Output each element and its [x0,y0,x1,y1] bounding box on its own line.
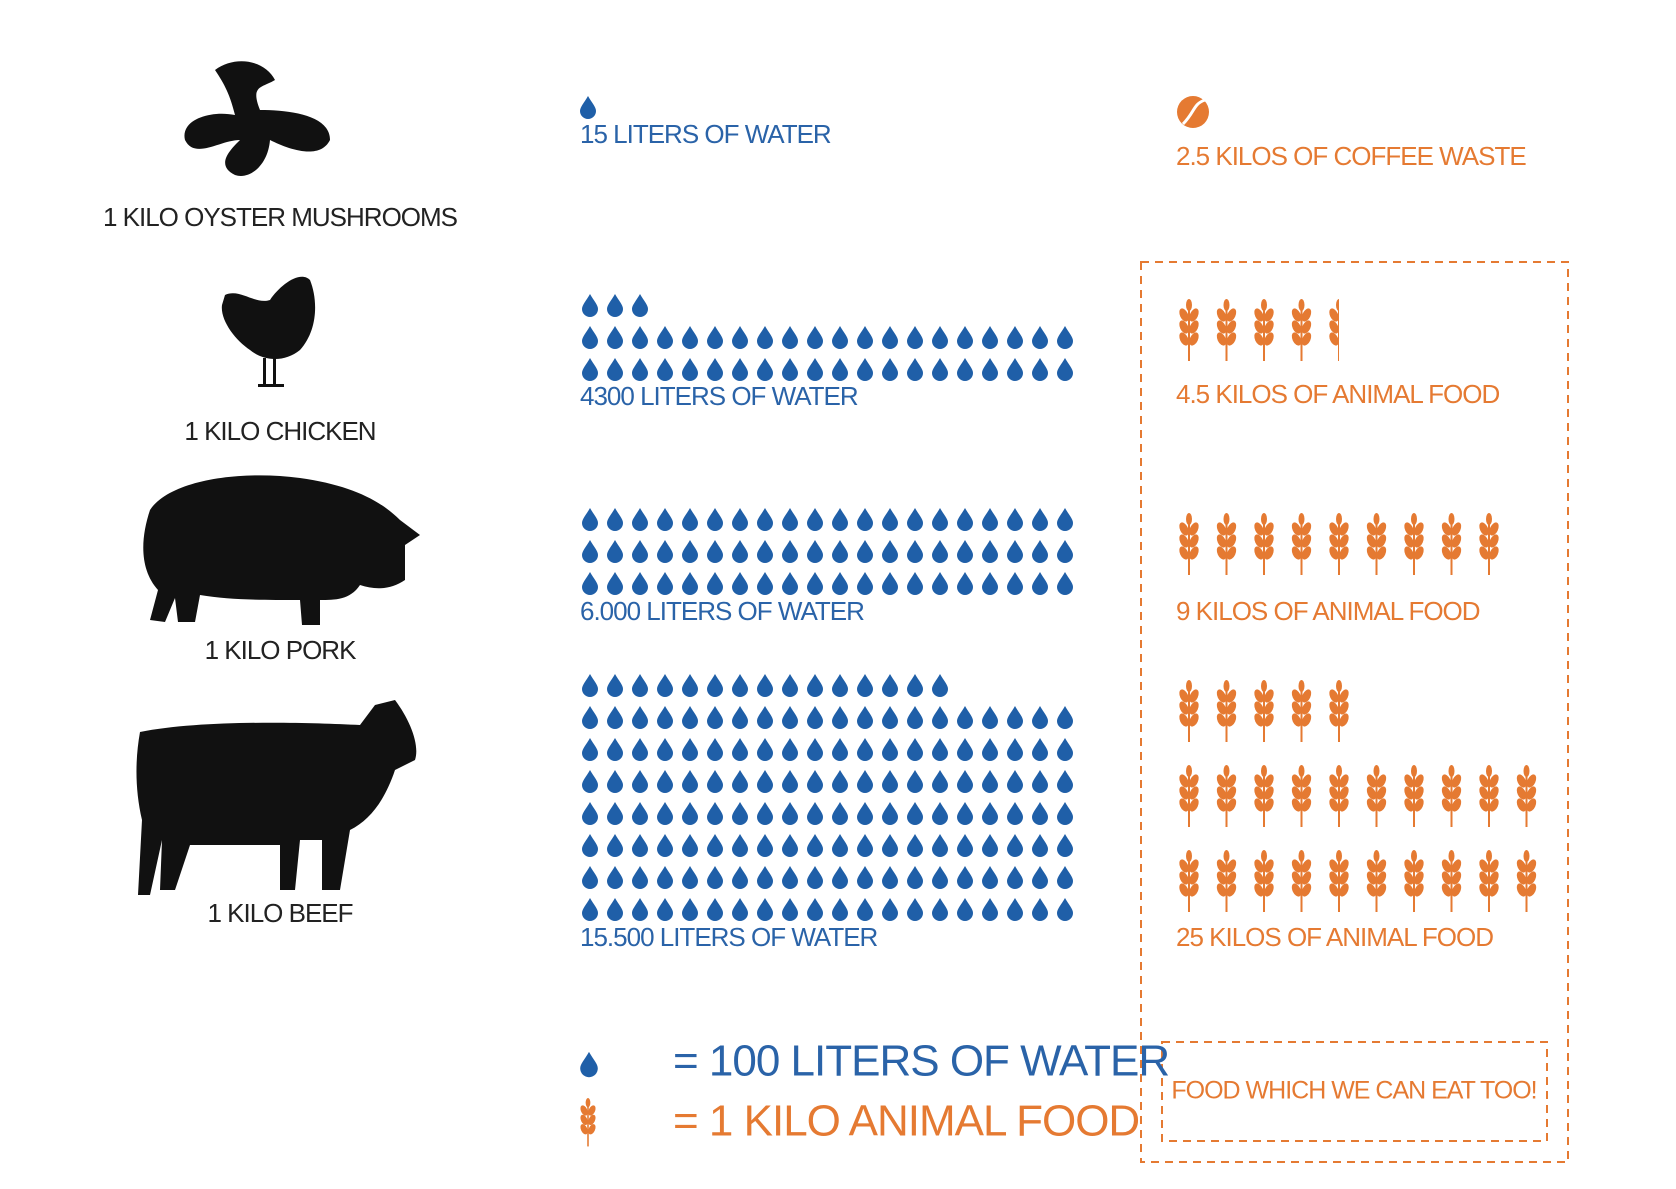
feed-label: 2.5 KILOS OF COFFEE WASTE [1176,141,1526,171]
water-label: 15 LITERS OF WATER [580,119,831,149]
item-label: 1 KILO CHICKEN [184,416,375,446]
feed-label: 4.5 KILOS OF ANIMAL FOOD [1176,379,1499,409]
water-label: 6.000 LITERS OF WATER [580,596,864,626]
legend-feed-label: = 1 KILO ANIMAL FOOD [673,1097,1139,1146]
feed-label: 25 KILOS OF ANIMAL FOOD [1176,922,1493,952]
page: 1 KILO OYSTER MUSHROOMS 1 KILO CHICKEN 1… [0,0,1676,1189]
water-label: 15.500 LITERS OF WATER [580,922,878,952]
legend-water-label: = 100 LITERS OF WATER [673,1037,1169,1086]
item-label: 1 KILO OYSTER MUSHROOMS [103,202,458,232]
item-label: 1 KILO BEEF [207,898,352,928]
note: FOOD WHICH WE CAN EAT TOO! [1171,1077,1536,1105]
infographic: 1 KILO OYSTER MUSHROOMS 1 KILO CHICKEN 1… [0,0,1676,1189]
water-label: 4300 LITERS OF WATER [580,381,858,411]
feed-label: 9 KILOS OF ANIMAL FOOD [1176,596,1480,626]
item-label: 1 KILO PORK [205,635,357,665]
